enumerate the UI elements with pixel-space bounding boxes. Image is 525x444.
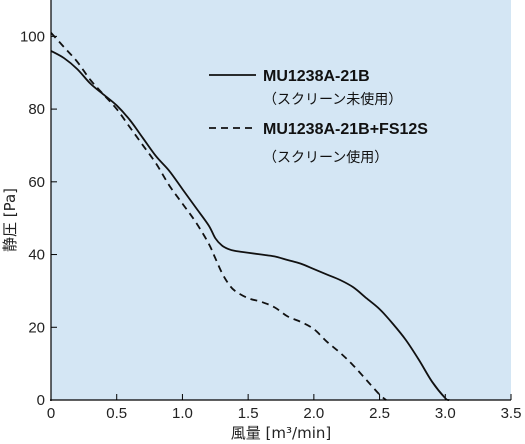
y-tick-label: 60 (28, 174, 45, 191)
legend-note-2: （スクリーン使用） (263, 149, 388, 166)
y-tick-label: 100 (20, 28, 45, 45)
lines-layer (50, 32, 450, 402)
legend: MU1238A-21B （スクリーン未使用） MU1238A-21B+FS12S… (209, 68, 428, 166)
legend-label-1: MU1238A-21B (263, 68, 370, 85)
legend-note-1: （スクリーン未使用） (263, 91, 402, 108)
x-tick-label: 0 (47, 405, 55, 422)
x-tick-label: 3.5 (501, 405, 522, 422)
legend-label-2: MU1238A-21B+FS12S (263, 121, 428, 138)
x-tick-label: 1.5 (238, 405, 259, 422)
x-tick-label: 2.5 (369, 405, 390, 422)
ticks-layer: 0 0.5 1.0 1.5 2.0 2.5 3.0 3.5 0 20 40 60 80 100 (20, 28, 521, 422)
x-axis-label: 風量 [m³/min] (231, 424, 331, 442)
x-tick-label: 1.0 (172, 405, 193, 422)
x-tick-label: 0.5 (106, 405, 127, 422)
y-axis-label: 静圧 [Pa] (1, 188, 19, 252)
x-tick-label: 2.0 (303, 405, 324, 422)
y-tick-label: 20 (28, 319, 45, 336)
y-tick-label: 80 (28, 101, 45, 118)
plot-area (51, 0, 511, 400)
y-tick-label: 0 (37, 392, 45, 409)
series-line-1 (50, 50, 450, 402)
y-tick-label: 40 (28, 247, 45, 264)
x-tick-label: 3.0 (435, 405, 456, 422)
